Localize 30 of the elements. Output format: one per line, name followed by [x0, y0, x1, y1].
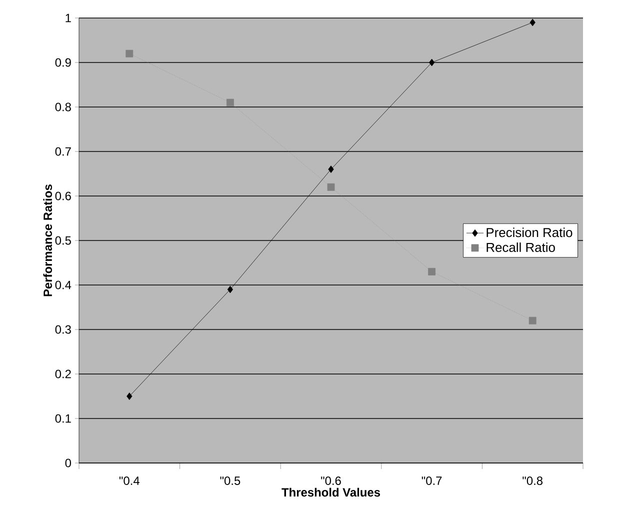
point [227, 286, 234, 294]
x-tick-label: "0.4 [119, 476, 140, 485]
legend-label: Precision Ratio [486, 228, 572, 238]
point [530, 18, 536, 26]
y-tick-label: 1 [66, 14, 71, 22]
point [126, 50, 134, 58]
point [327, 183, 335, 191]
y-tick-label: 0.3 [55, 325, 71, 334]
x-tick-label: "0.5 [220, 476, 240, 485]
legend-label: Recall Ratio [486, 242, 555, 252]
x-tick-label: "0.7 [422, 476, 442, 485]
x-tick-label: "0.6 [321, 476, 341, 485]
point [528, 316, 536, 324]
x-axis-title: Threshold Values [282, 488, 380, 497]
x-tick-label: "0.8 [522, 476, 543, 485]
point [126, 392, 132, 400]
y-tick-label: 0.5 [55, 236, 71, 245]
y-tick-label: 0.2 [55, 370, 71, 378]
y-tick-label: 0.1 [55, 414, 71, 423]
y-tick-label: 0.8 [55, 102, 71, 112]
y-tick-label: 0.9 [55, 58, 71, 67]
point [428, 268, 436, 276]
point [328, 166, 334, 173]
y-axis-title: Performance Ratios [43, 184, 52, 296]
y-tick-label: 0.6 [55, 192, 71, 200]
y-tick-label: 0.4 [55, 280, 72, 290]
y-tick-label: 0.7 [55, 147, 71, 156]
point [226, 98, 234, 106]
point [428, 58, 435, 66]
y-tick-label: 0 [65, 458, 72, 468]
